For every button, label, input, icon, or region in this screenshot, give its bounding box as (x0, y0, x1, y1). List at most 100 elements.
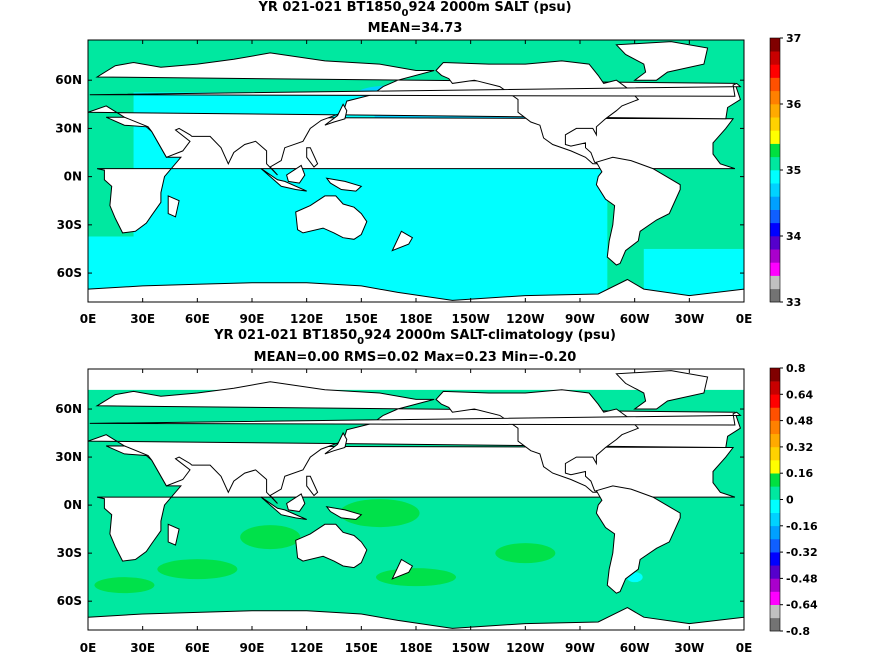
colorbar-swatch (770, 499, 780, 513)
land-southAmerica (595, 156, 681, 266)
colorbar-label: 33 (786, 296, 801, 309)
x-tick-label: 90W (565, 641, 595, 655)
y-tick-label: 60N (55, 402, 82, 416)
y-tick-label: 30S (57, 546, 82, 560)
x-tick-label: 150W (452, 641, 490, 655)
x-tick-label: 30E (130, 312, 155, 326)
land-masses (88, 370, 744, 630)
x-tick-label: 30W (674, 641, 704, 655)
land-newGuinea (325, 505, 363, 521)
colorbar-label: -0.48 (786, 572, 818, 585)
land-philippines (306, 475, 319, 497)
colorbar-swatch (770, 617, 780, 632)
colorbar-label: 36 (786, 98, 802, 111)
x-tick-label: 30W (674, 312, 704, 326)
colorbar-swatch (770, 407, 780, 421)
x-tick-label: 0E (736, 641, 753, 655)
anomaly-patch (94, 577, 155, 594)
x-tick-label: 0E (736, 312, 753, 326)
land-madagascar (167, 523, 180, 546)
colorbar-swatch (770, 90, 780, 105)
colorbar-swatch (770, 604, 780, 619)
colorbar-swatch (770, 381, 780, 395)
x-tick-label: 120W (506, 641, 544, 655)
land-northAmerica (435, 60, 640, 165)
x-tick-label: 0E (80, 641, 97, 655)
y-tick-label: 0N (64, 170, 82, 184)
colorbar-swatch (770, 209, 780, 224)
colorbar-swatch (770, 170, 780, 184)
colorbar-swatch (770, 156, 780, 171)
colorbar: 37 36 35 34 33 (769, 32, 802, 309)
colorbar-label: 34 (786, 230, 802, 243)
colorbar-label: -0.8 (786, 625, 810, 638)
colorbar-swatch (770, 552, 780, 566)
x-tick-label: 150E (345, 312, 378, 326)
x-tick-label: 120W (506, 312, 544, 326)
colorbar-swatch (770, 591, 780, 605)
chart-title: YR 021-021 BT18500924 2000m SALT-climato… (213, 328, 616, 347)
colorbar-swatch (770, 117, 780, 131)
x-tick-label: 60E (185, 312, 210, 326)
land-antarctica (88, 278, 744, 302)
colorbar-swatch (770, 196, 780, 210)
colorbar-label: -0.64 (786, 599, 818, 612)
colorbar-swatch (770, 262, 780, 276)
colorbar-label: 0.64 (786, 388, 813, 401)
anomaly-patch (339, 499, 420, 528)
land-britain (89, 411, 742, 426)
colorbar-swatch (770, 525, 780, 540)
colorbar-label: 0.16 (786, 467, 813, 480)
colorbar-swatch (770, 433, 780, 448)
land-newZealand (391, 230, 414, 252)
x-tick-label: 60W (620, 641, 650, 655)
land-southAmerica (595, 485, 681, 594)
colorbar-label: 37 (786, 32, 801, 45)
land-australia (295, 195, 368, 240)
colorbar-swatch (770, 38, 780, 52)
colorbar-swatch (770, 222, 780, 237)
colorbar-swatch (770, 288, 780, 303)
land-antarctica (88, 607, 744, 630)
x-tick-label: 90W (565, 312, 595, 326)
x-tick-label: 60E (185, 641, 210, 655)
land-indonesia (260, 496, 307, 520)
y-tick-label: 60N (55, 73, 82, 87)
colorbar-swatch (770, 460, 780, 474)
x-tick-label: 150W (452, 312, 490, 326)
colorbar-label: -0.32 (786, 546, 818, 559)
anomaly-patch (495, 543, 556, 564)
land-borneo (286, 493, 306, 513)
chart-title: YR 021-021 BT18500924 2000m SALT (psu) (257, 0, 571, 19)
y-tick-label: 60S (57, 266, 82, 280)
colorbar-swatch (770, 473, 780, 487)
land-japan (324, 431, 348, 455)
colorbar-swatch (770, 143, 780, 158)
colorbar-label: 0.8 (786, 362, 806, 375)
anomaly-patch (376, 568, 456, 587)
land-australia (295, 523, 368, 569)
x-tick-label: 0E (80, 312, 97, 326)
colorbar-swatch (770, 104, 780, 118)
land-indonesia (260, 168, 307, 192)
chart-subtitle: MEAN=0.00 RMS=0.02 Max=0.23 Min=-0.20 (254, 350, 577, 365)
y-tick-label: 30N (55, 450, 82, 464)
colorbar-swatch (770, 249, 780, 263)
land-newZealand (391, 558, 414, 580)
y-tick-label: 0N (64, 498, 82, 512)
colorbar-swatch (770, 236, 780, 250)
colorbar-swatch (770, 130, 780, 144)
land-borneo (286, 164, 306, 184)
y-tick-label: 30S (57, 218, 82, 232)
x-tick-label: 120E (290, 641, 323, 655)
colorbar-swatch (770, 183, 780, 197)
colorbar-label: -0.16 (786, 520, 818, 533)
land-philippines (306, 147, 319, 168)
colorbar-swatch (770, 538, 780, 553)
land-greenland (615, 41, 709, 81)
land-newGuinea (325, 177, 363, 192)
colorbar-label: 0.32 (786, 441, 813, 454)
colorbar-swatch (770, 368, 780, 382)
chart-subtitle: MEAN=34.73 (368, 21, 463, 36)
